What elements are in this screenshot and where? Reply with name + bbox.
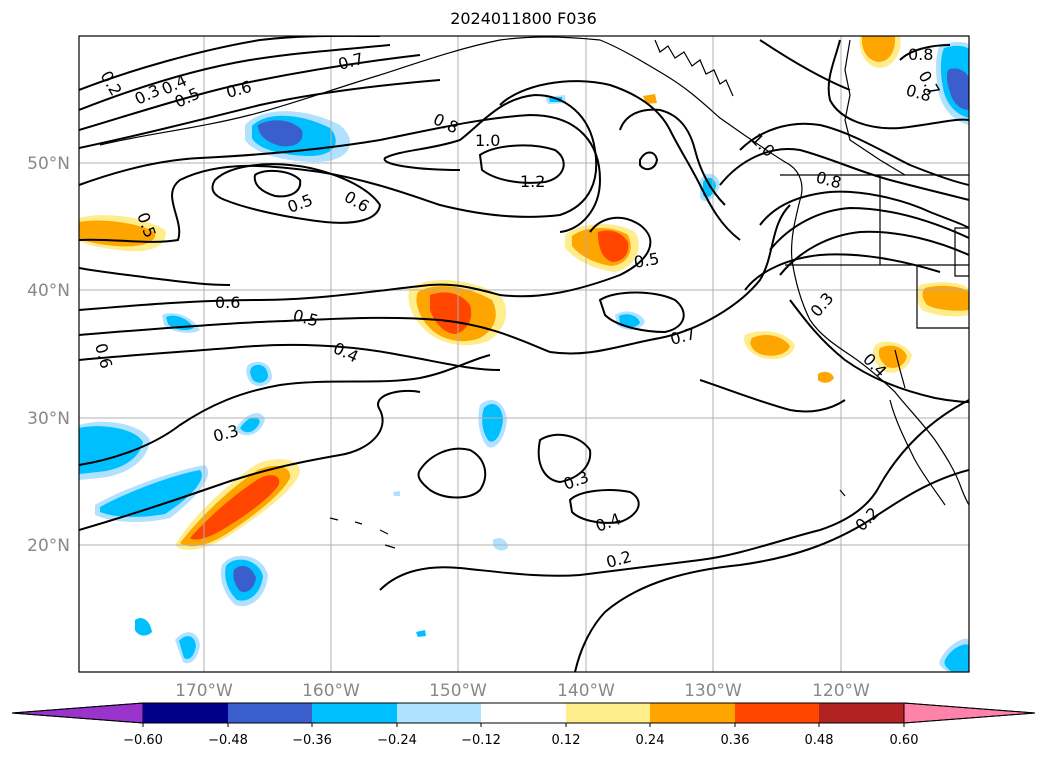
lon-label-150w: 150°W <box>429 681 487 701</box>
contour-label: 0.5 <box>632 249 660 272</box>
contour-label: 0.2 <box>851 503 882 534</box>
colorbar-extend-max <box>903 702 1036 724</box>
colorbar-tick-label: 0.24 <box>636 733 665 748</box>
colorbar-tick-label: −0.48 <box>208 733 248 748</box>
contour-label: 0.6 <box>224 77 254 102</box>
contour-label: 0.7 <box>668 324 698 349</box>
contour-label: 0.4 <box>330 338 361 366</box>
shaded-regions <box>79 36 969 672</box>
map-title: 2024011800 F036 <box>450 9 597 28</box>
contour-label: 0.3 <box>132 81 163 109</box>
colorbar-bin <box>566 703 650 723</box>
contour-label: 0.4 <box>593 509 623 536</box>
colorbar-tick-label: 0.36 <box>721 733 750 748</box>
lat-label-50: 50°N <box>27 154 70 174</box>
lat-label-20: 20°N <box>27 536 70 556</box>
colorbar-bin <box>481 703 566 723</box>
contour-label: 1.2 <box>520 172 545 191</box>
contour-label: 0.8 <box>814 168 844 193</box>
colorbar-tick-label: −0.12 <box>461 733 501 748</box>
lon-label-120w: 120°W <box>812 681 870 701</box>
contour-label: 0.3 <box>211 421 241 446</box>
colorbar-tick-label: 0.48 <box>805 733 834 748</box>
contour-label: 0.8 <box>430 109 461 137</box>
colorbar-bin <box>735 703 819 723</box>
lon-label-140w: 140°W <box>557 681 615 701</box>
map-frame <box>78 35 970 673</box>
colorbar-tick-label: 0.12 <box>552 733 581 748</box>
colorbar-extend-min <box>11 702 144 724</box>
lon-label-160w: 160°W <box>302 681 360 701</box>
lon-label-130w: 130°W <box>684 681 742 701</box>
colorbar-bin <box>143 703 228 723</box>
contour-label: 0.5 <box>291 306 321 331</box>
lat-label-30: 30°N <box>27 409 70 429</box>
contour-label: 0.3 <box>561 467 591 494</box>
map-area <box>79 36 969 672</box>
colorbar-tick-label: −0.36 <box>292 733 332 748</box>
contour-label: 0.8 <box>908 45 933 64</box>
coastlines <box>99 36 969 549</box>
colorbar-bin <box>650 703 735 723</box>
gridlines <box>79 36 969 672</box>
colorbar-tick-label: −0.60 <box>123 733 163 748</box>
colorbar-tick-label: 0.60 <box>890 733 919 748</box>
contour-label: 0.3 <box>807 289 838 321</box>
contour-label: 0.6 <box>91 341 116 371</box>
colorbar-bin <box>312 703 397 723</box>
contour-label: 0.6 <box>215 293 240 312</box>
colorbar: −0.60 −0.48 −0.36 −0.24 −0.12 0.12 0.24 … <box>11 702 1036 748</box>
colorbar-bin <box>397 703 481 723</box>
contour-label: 0.7 <box>336 49 366 74</box>
contour-label: 1.0 <box>475 131 500 150</box>
contour-lines <box>79 36 969 672</box>
colorbar-bin <box>819 703 904 723</box>
lon-label-170w: 170°W <box>175 681 233 701</box>
contour-label: 1.0 <box>747 129 778 160</box>
colorbar-bin <box>228 703 312 723</box>
colorbar-tick-label: −0.24 <box>377 733 417 748</box>
lat-label-40: 40°N <box>27 281 70 301</box>
